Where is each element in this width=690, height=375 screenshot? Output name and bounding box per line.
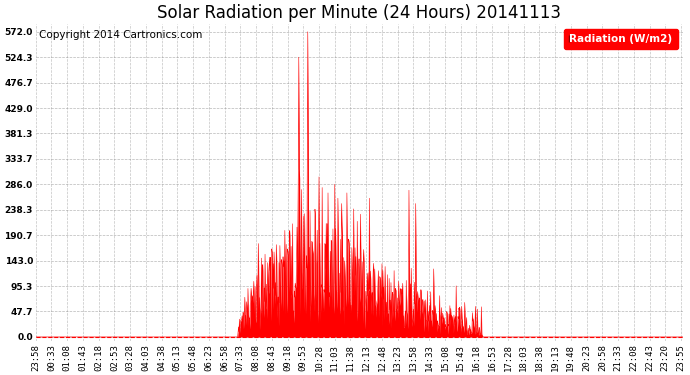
Legend: Radiation (W/m2): Radiation (W/m2)	[564, 29, 678, 50]
Title: Solar Radiation per Minute (24 Hours) 20141113: Solar Radiation per Minute (24 Hours) 20…	[157, 4, 561, 22]
Text: Copyright 2014 Cartronics.com: Copyright 2014 Cartronics.com	[39, 30, 202, 40]
